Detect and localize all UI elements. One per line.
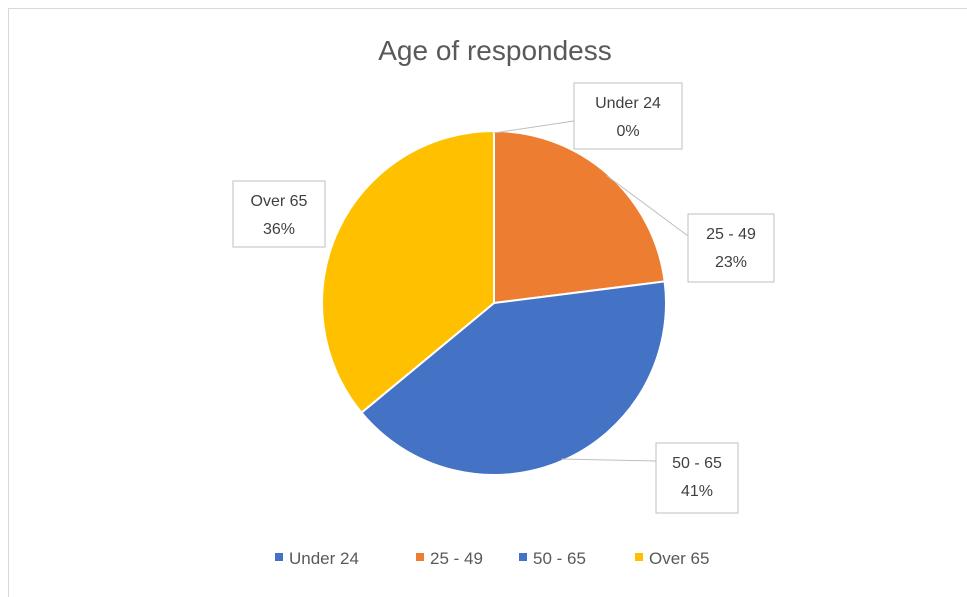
slice-50-65 bbox=[360, 280, 667, 476]
slice-25-49 bbox=[493, 129, 666, 305]
legend-marker-over-65 bbox=[635, 553, 643, 561]
data-labels: Under 24 0% 25 - 49 23% 50 - 65 41% Over 65 36% bbox=[232, 82, 775, 514]
label-value-over-65: 36% bbox=[263, 221, 295, 238]
label-category-25-49: 25 - 49 bbox=[706, 226, 756, 243]
label-value-25-49: 23% bbox=[715, 254, 747, 271]
legend-label-over-65: Over 65 bbox=[649, 549, 709, 568]
label-25-49: 25 - 49 23% bbox=[687, 213, 775, 283]
label-over-65: Over 65 36% bbox=[232, 180, 326, 248]
leader-under-24 bbox=[493, 120, 575, 134]
label-under-24: Under 24 0% bbox=[573, 82, 683, 150]
label-box-50-65 bbox=[655, 442, 739, 514]
pie-slices bbox=[321, 129, 667, 476]
legend-label-25-49: 25 - 49 bbox=[430, 549, 483, 568]
label-50-65: 50 - 65 41% bbox=[655, 442, 739, 514]
legend-label-50-65: 50 - 65 bbox=[533, 549, 586, 568]
legend-marker-under-24 bbox=[275, 553, 283, 561]
legend-marker-25-49 bbox=[416, 553, 424, 561]
label-box-over-65 bbox=[232, 180, 326, 248]
label-category-50-65: 50 - 65 bbox=[672, 455, 722, 472]
label-value-50-65: 41% bbox=[681, 483, 713, 500]
legend: Under 24 25 - 49 50 - 65 Over 65 bbox=[275, 549, 709, 568]
legend-marker-50-65 bbox=[519, 553, 527, 561]
label-box-under-24 bbox=[573, 82, 683, 150]
label-category-under-24: Under 24 bbox=[595, 95, 661, 112]
slice-over-65 bbox=[321, 129, 495, 415]
legend-label-under-24: Under 24 bbox=[289, 549, 359, 568]
label-category-over-65: Over 65 bbox=[251, 193, 308, 210]
chart-title: Age of respondess bbox=[378, 35, 612, 66]
leader-50-65 bbox=[561, 458, 657, 471]
label-box-25-49 bbox=[687, 213, 775, 283]
label-value-under-24: 0% bbox=[616, 123, 639, 140]
